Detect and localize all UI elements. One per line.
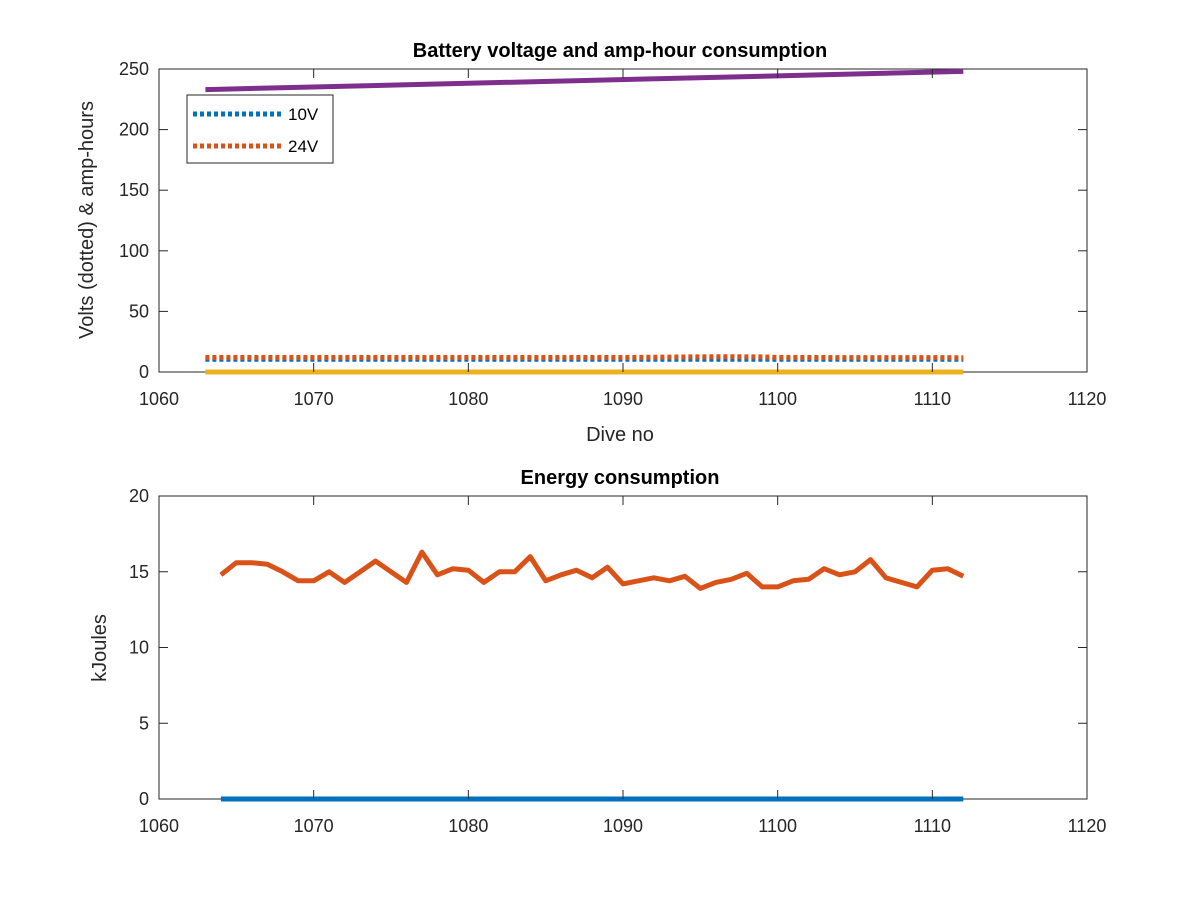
series-group <box>205 68 964 375</box>
y-tick-label: 0 <box>139 362 149 382</box>
x-tick-label: 1070 <box>294 389 334 409</box>
legend-box <box>186 94 334 164</box>
y-tick-label: 50 <box>129 301 149 321</box>
x-tick-label: 1120 <box>1068 816 1107 836</box>
y-tick-label: 15 <box>129 562 149 582</box>
series-line-1-1 <box>219 549 965 591</box>
y-tick-label: 5 <box>139 713 149 733</box>
x-tick-label: 1100 <box>758 389 797 409</box>
legend-label-24v: 24V <box>288 137 319 156</box>
y-axis-label: Volts (dotted) & amp-hours <box>76 101 98 339</box>
y-tick-label: 200 <box>119 120 149 140</box>
x-axis-label: Dive no <box>586 424 654 446</box>
x-tick-label: 1090 <box>603 816 643 836</box>
x-tick-label: 1060 <box>139 816 179 836</box>
legend-label-10v: 10V <box>288 105 319 124</box>
x-tick-label: 1080 <box>448 816 488 836</box>
x-tick-label: 1100 <box>758 816 797 836</box>
y-tick-label: 20 <box>129 486 149 506</box>
chart-title: Energy consumption <box>521 467 720 489</box>
legend: 10V 24V <box>186 94 334 164</box>
x-tick-label: 1120 <box>1068 389 1107 409</box>
x-tick-label: 1090 <box>603 389 643 409</box>
tick-group: 1060 1070 1080 1090 1100 1110 1120 0 5 10 15 20 <box>129 486 1106 836</box>
y-tick-label: 0 <box>139 789 149 809</box>
battery-voltage-axes: 1060 1070 1080 1090 1100 1110 1120 0 50 100 150 200… <box>76 40 1106 446</box>
y-axis-label: kJoules <box>89 614 111 682</box>
series-line-0-3 <box>205 68 964 93</box>
x-tick-label: 1110 <box>914 816 951 836</box>
tick-group: 1060 1070 1080 1090 1100 1110 1120 0 50 100 150 200… <box>119 59 1106 409</box>
energy-consumption-axes: 1060 1070 1080 1090 1100 1110 1120 0 5 10 15 20 Ene… <box>89 467 1106 836</box>
x-tick-label: 1070 <box>294 816 334 836</box>
axes-frame <box>158 495 1088 800</box>
x-tick-label: 1060 <box>139 389 179 409</box>
y-tick-label: 10 <box>129 638 149 658</box>
y-tick-label: 250 <box>119 59 149 79</box>
chart-title: Battery voltage and amp-hour consumption <box>413 40 827 62</box>
y-tick-label: 150 <box>119 180 149 200</box>
x-tick-label: 1110 <box>914 389 951 409</box>
y-tick-label: 100 <box>119 241 149 261</box>
x-tick-label: 1080 <box>448 389 488 409</box>
series-line-24v <box>205 354 964 361</box>
series-group <box>219 549 965 802</box>
